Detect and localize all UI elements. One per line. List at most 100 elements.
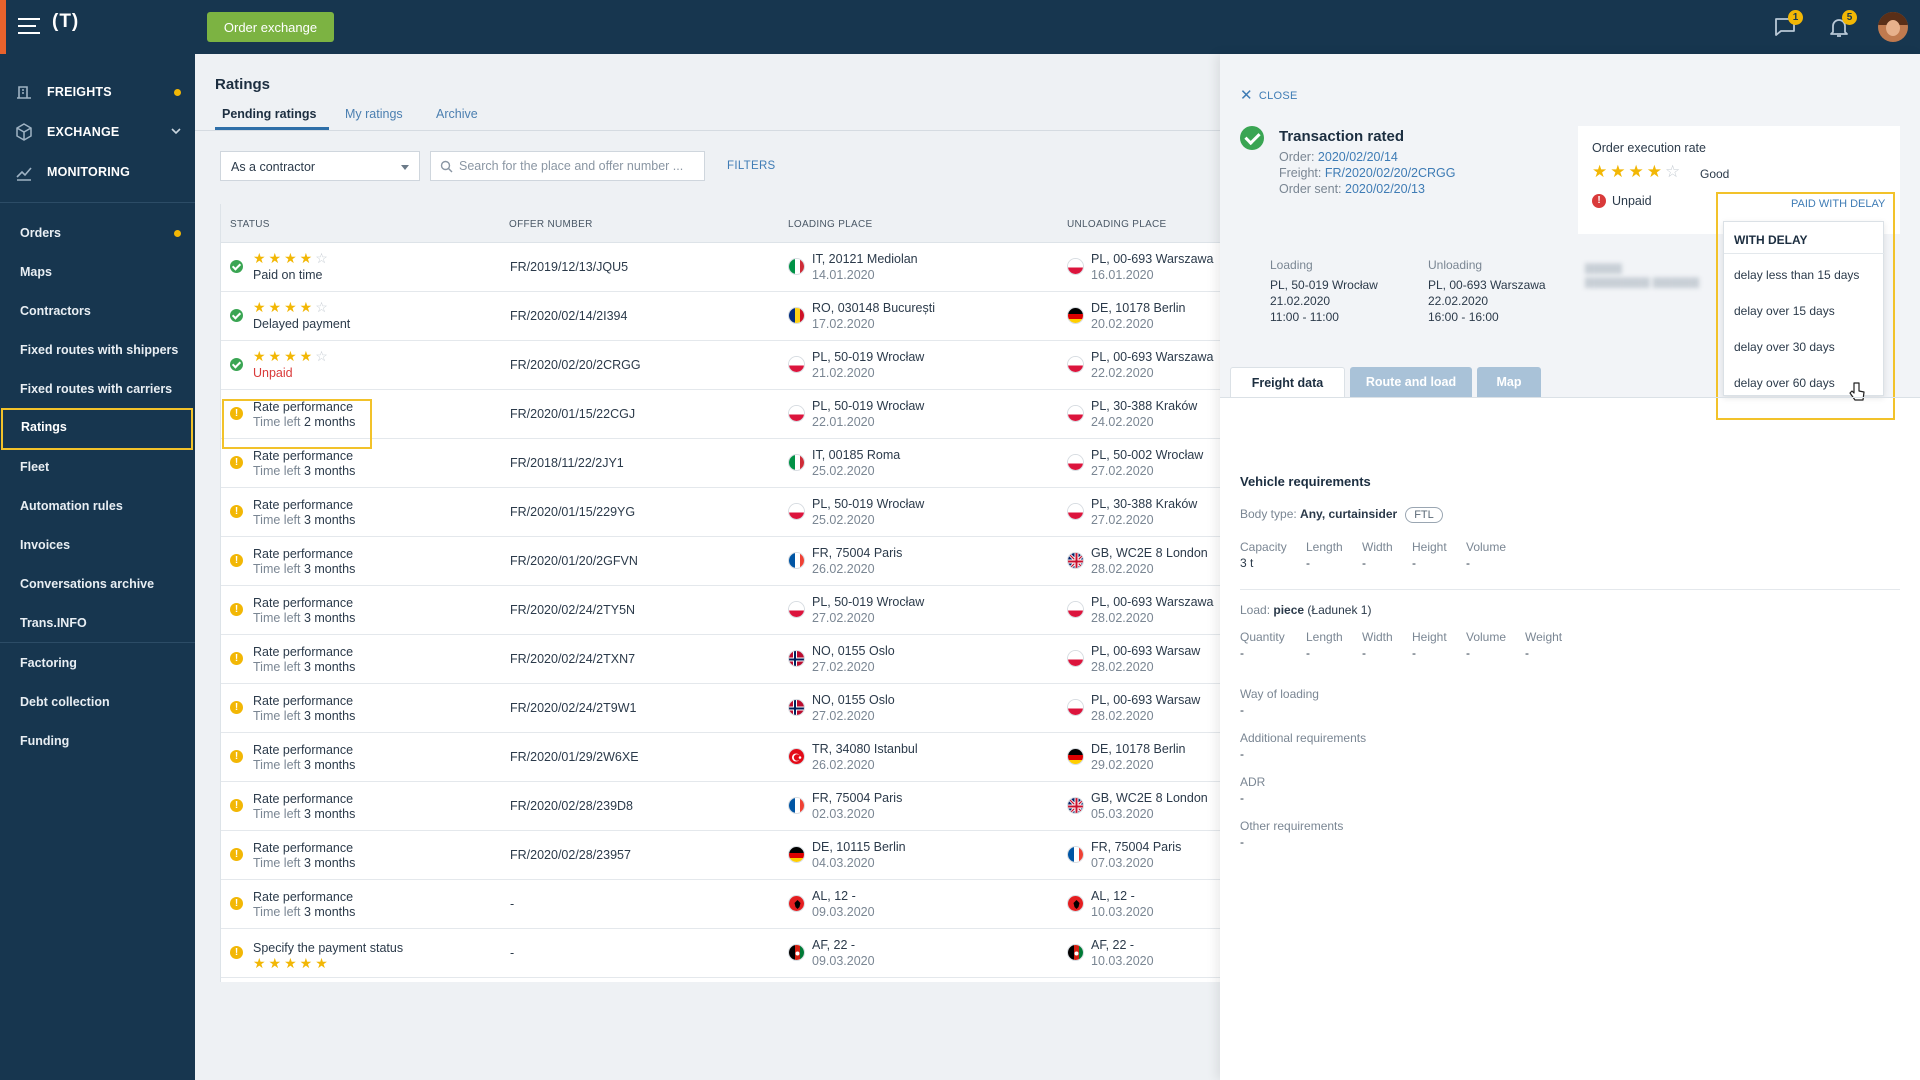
sidebar-item-funding[interactable]: Funding [0, 722, 195, 760]
ratings-table: STATUS OFFER NUMBER LOADING PLACE UNLOAD… [220, 204, 1221, 982]
place-address: PL, 30-388 Kraków [1091, 497, 1198, 511]
rating-stars: ★★★★☆ [253, 348, 331, 364]
messages-button[interactable]: 1 [1773, 10, 1803, 39]
sidebar-item-factoring[interactable]: Factoring [0, 644, 195, 682]
paid-with-delay-link[interactable]: PAID WITH DELAY [1791, 198, 1886, 210]
sidebar-item-maps[interactable]: Maps [0, 253, 195, 291]
search-input[interactable] [459, 159, 699, 173]
load-weight-label: Weight [1525, 630, 1563, 644]
tab-map[interactable]: Map [1477, 367, 1541, 398]
place-address: FR, 75004 Paris [812, 791, 903, 805]
place-address: GB, WC2E 8 London [1091, 546, 1208, 560]
sidebar-item-freights[interactable]: FREIGHTS [0, 72, 195, 112]
app-logo[interactable]: (T) [52, 11, 80, 32]
rate-performance-link[interactable]: Rate performance [253, 449, 354, 463]
place-address: PL, 00-693 Warszawa [1091, 252, 1214, 266]
bell-icon [1830, 19, 1848, 37]
offer-number: FR/2020/02/24/2TY5N [510, 603, 636, 617]
hamburger-menu-icon[interactable] [18, 18, 40, 36]
column-header-loading-place[interactable]: LOADING PLACE [788, 219, 873, 230]
column-header-offer-number[interactable]: OFFER NUMBER [509, 219, 593, 230]
order-exchange-button[interactable]: Order exchange [207, 12, 334, 42]
close-button[interactable]: ✕ CLOSE [1240, 86, 1298, 104]
order-sent-link[interactable]: 2020/02/20/13 [1345, 182, 1425, 196]
table-row[interactable]: ★★★★☆ Delayed payment FR/2020/02/14/2I394 R… [221, 292, 1221, 341]
column-header-status[interactable]: STATUS [230, 219, 270, 230]
sidebar-item-exchange[interactable]: EXCHANGE [0, 112, 195, 152]
tab-archive[interactable]: Archive [436, 107, 478, 121]
place-date: 22.02.2020 [1091, 366, 1154, 380]
rate-performance-link[interactable]: Rate performance [253, 498, 354, 512]
order-link[interactable]: 2020/02/20/14 [1317, 150, 1398, 164]
tab-my-ratings[interactable]: My ratings [345, 107, 403, 121]
user-avatar[interactable] [1878, 12, 1908, 42]
table-row[interactable]: ★★★★☆ Unpaid FR/2020/02/20/2CRGG PL, 50-019… [221, 341, 1221, 390]
delay-option-over-15[interactable]: delay over 15 days [1734, 304, 1835, 318]
rate-performance-link[interactable]: Rate performance [253, 400, 354, 414]
sidebar-item-fleet[interactable]: Fleet [0, 448, 195, 486]
notification-dot [174, 230, 181, 237]
sidebar-item-fixed-routes-shippers[interactable]: Fixed routes with shippers [0, 331, 195, 369]
offer-number: FR/2019/12/13/JQU5 [510, 260, 629, 274]
rate-performance-link[interactable]: Rate performance [253, 547, 354, 561]
delay-option-over-60[interactable]: delay over 60 days [1734, 376, 1835, 390]
warning-circle-icon [230, 799, 243, 812]
sidebar-item-orders[interactable]: Orders [0, 214, 195, 252]
freight-link[interactable]: FR/2020/02/20/2CRGG [1324, 166, 1456, 180]
rate-performance-link[interactable]: Rate performance [253, 841, 354, 855]
table-row[interactable]: Specify the payment status★★★★★ - AF, 22 -… [221, 929, 1221, 978]
rate-performance-link[interactable]: Rate performance [253, 743, 354, 757]
rate-performance-link[interactable]: Rate performance [253, 645, 354, 659]
sidebar-item-ratings[interactable]: Ratings [1, 408, 193, 450]
sidebar-item-fixed-routes-carriers[interactable]: Fixed routes with carriers [0, 370, 195, 408]
sidebar-item-automation-rules[interactable]: Automation rules [0, 487, 195, 525]
search-field[interactable] [430, 151, 705, 181]
rate-performance-link[interactable]: Rate performance [253, 890, 354, 904]
specify-payment-link[interactable]: Specify the payment status [253, 941, 404, 955]
sidebar-item-label: Maps [20, 265, 52, 279]
tab-route-and-load[interactable]: Route and load [1350, 367, 1472, 398]
caret-down-icon [401, 165, 409, 170]
sidebar-item-label: MONITORING [47, 165, 131, 179]
tab-freight-data[interactable]: Freight data [1230, 367, 1345, 398]
place-date: 27.02.2020 [812, 709, 875, 723]
sidebar-item-debt-collection[interactable]: Debt collection [0, 683, 195, 721]
delay-option-over-30[interactable]: delay over 30 days [1734, 340, 1835, 354]
notifications-button[interactable]: 5 [1827, 10, 1857, 39]
rate-performance-link[interactable]: Rate performance [253, 596, 354, 610]
place-date: 28.02.2020 [1091, 611, 1154, 625]
way-of-loading-label: Way of loading [1240, 687, 1319, 701]
delay-option-less-15[interactable]: delay less than 15 days [1734, 268, 1860, 282]
tab-pending-ratings[interactable]: Pending ratings [222, 107, 317, 121]
sidebar-item-monitoring[interactable]: MONITORING [0, 152, 195, 192]
flag-icon-af [1067, 944, 1084, 961]
sidebar-item-contractors[interactable]: Contractors [0, 292, 195, 330]
role-select[interactable]: As a contractor [220, 151, 420, 181]
sidebar-item-trans-info[interactable]: Trans.INFO [0, 604, 195, 642]
filters-button[interactable]: FILTERS [727, 160, 776, 172]
rate-performance-link[interactable]: Rate performance [253, 694, 354, 708]
sidebar-item-conversations-archive[interactable]: Conversations archive [0, 565, 195, 603]
place-date: 10.03.2020 [1091, 905, 1154, 919]
rate-performance-link[interactable]: Rate performance [253, 792, 354, 806]
freight-line: Freight: FR/2020/02/20/2CRGG [1279, 166, 1456, 180]
flag-icon-pl [1067, 454, 1084, 471]
sidebar-item-invoices[interactable]: Invoices [0, 526, 195, 564]
offer-number: FR/2020/02/14/2I394 [510, 309, 628, 323]
column-header-unloading-place[interactable]: UNLOADING PLACE [1067, 219, 1167, 230]
sidebar-item-label: Ratings [21, 420, 67, 434]
table-row[interactable]: ★★★★☆ Paid on time FR/2019/12/13/JQU5 IT, 2… [221, 243, 1221, 292]
width-label: Width [1362, 540, 1393, 554]
offer-number: FR/2020/02/24/2TXN7 [510, 652, 636, 666]
